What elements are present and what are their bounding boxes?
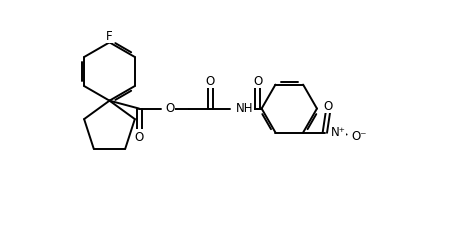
Text: O: O: [253, 75, 262, 88]
Text: O: O: [323, 100, 333, 113]
Text: O: O: [134, 130, 144, 143]
Text: NH: NH: [236, 102, 253, 114]
Text: F: F: [106, 30, 113, 43]
Text: O: O: [206, 75, 215, 88]
Text: O: O: [165, 102, 175, 114]
Text: O⁻: O⁻: [352, 129, 367, 142]
Text: N⁺: N⁺: [331, 125, 346, 138]
